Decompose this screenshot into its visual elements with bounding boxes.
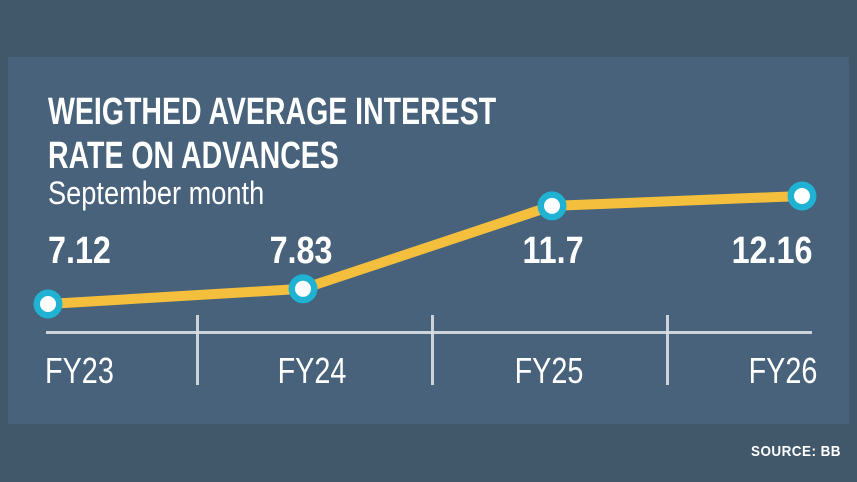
axis-tick-3 <box>666 315 669 385</box>
x-axis-line <box>46 331 812 334</box>
source-attribution: SOURCE: BB <box>750 443 841 460</box>
value-label-fy26: 12.16 <box>731 230 813 272</box>
value-label-fy23: 7.12 <box>48 230 111 272</box>
category-label-fy24: FY24 <box>277 350 347 391</box>
category-label-fy23: FY23 <box>45 350 114 391</box>
marker-inner-fy26 <box>794 188 810 204</box>
chart-title-line-2: RATE ON ADVANCES <box>48 135 339 177</box>
chart-panel <box>8 57 849 424</box>
value-label-fy24: 7.83 <box>269 230 333 272</box>
category-label-fy26: FY26 <box>748 350 818 391</box>
chart-title-line-1: WEIGTHED AVERAGE INTEREST <box>48 91 497 133</box>
data-point-markers <box>33 181 817 319</box>
chart-subtitle: September month <box>48 175 265 211</box>
trend-line <box>43 191 807 309</box>
marker-inner-fy23 <box>40 296 56 312</box>
value-label-fy25: 11.7 <box>522 230 584 272</box>
marker-inner-fy24 <box>295 280 311 297</box>
category-label-fy25: FY25 <box>514 350 584 391</box>
title-block: WEIGTHED AVERAGE INTEREST RATE ON ADVANC… <box>48 90 645 178</box>
axis-tick-2 <box>431 315 434 385</box>
axis-tick-1 <box>196 315 199 385</box>
marker-inner-fy25 <box>544 197 560 214</box>
